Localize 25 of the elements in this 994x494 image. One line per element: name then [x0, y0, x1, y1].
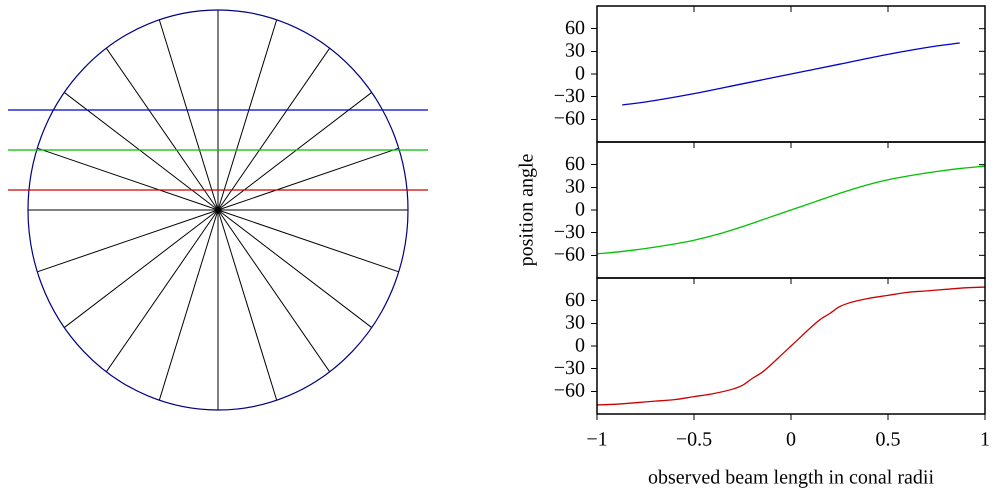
y-tick-label: 0: [575, 62, 585, 84]
y-tick-label: 30: [565, 312, 585, 334]
y-tick-label: 0: [575, 198, 585, 220]
line-series: [622, 42, 960, 106]
y-axis-title: position angle: [515, 153, 538, 266]
y-tick-label: 60: [565, 288, 585, 311]
y-tick-label: −60: [554, 244, 585, 266]
x-tick-label: −1: [586, 428, 608, 450]
x-tick-label: −0.5: [676, 428, 712, 450]
x-tick-label: 0: [786, 428, 796, 450]
line-series: [597, 286, 985, 406]
y-tick-label: −30: [554, 356, 585, 379]
y-tick-label: 30: [565, 176, 585, 198]
y-tick-label: −30: [554, 220, 585, 243]
y-tick-label: 30: [565, 40, 585, 62]
y-tick-label: 0: [575, 334, 585, 356]
y-tick-label: 60: [565, 152, 585, 175]
y-tick-label: −60: [554, 380, 585, 402]
x-axis-title: observed beam length in conal radii: [648, 466, 934, 488]
y-tick-label: −60: [554, 108, 585, 130]
x-tick-label: 0.5: [876, 428, 900, 450]
x-tick-label: 1: [980, 428, 990, 450]
y-tick-label: −30: [554, 84, 585, 107]
y-tick-label: 60: [565, 16, 585, 39]
line-series: [597, 166, 985, 254]
